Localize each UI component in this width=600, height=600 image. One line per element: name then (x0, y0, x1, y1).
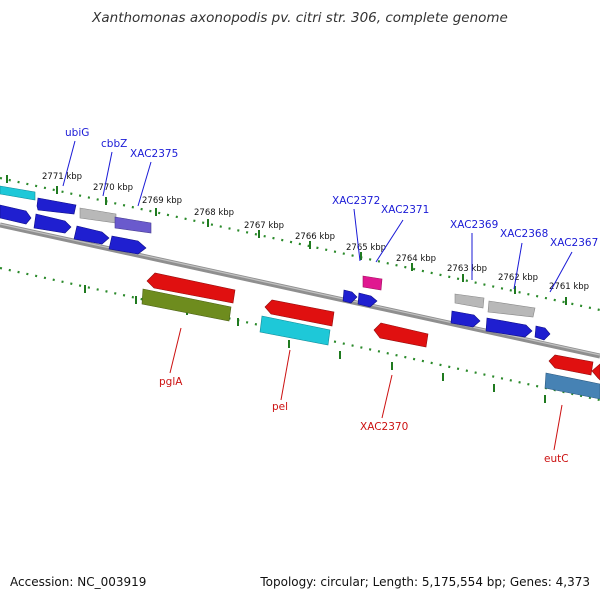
gene-arrow (0, 204, 32, 225)
gene-arrow (108, 235, 147, 255)
gene-label[interactable]: pel (272, 401, 288, 413)
upper-leaders (62, 140, 573, 293)
upper-gene-track (0, 185, 551, 341)
gene-arrow (591, 363, 600, 381)
gene-label[interactable]: XAC2375 (130, 148, 178, 160)
map-title: Xanthomonas axonopodis pv. citri str. 30… (92, 10, 508, 26)
leader-line (375, 219, 404, 263)
gene-label[interactable]: XAC2370 (360, 421, 408, 433)
gene-arrow (534, 325, 551, 341)
gene-arrow (259, 315, 331, 346)
upper-scale-ticks (6, 175, 567, 305)
leader-line (381, 374, 393, 419)
leader-line (549, 251, 573, 293)
lower-leaders (169, 327, 563, 451)
gene-arrow (487, 300, 536, 318)
scale-label: 2770 kbp (93, 183, 133, 193)
genome-backbone (0, 222, 600, 359)
gene-label[interactable]: ubiG (65, 127, 89, 139)
leader-line (353, 208, 361, 262)
gene-label[interactable]: XAC2368 (500, 228, 548, 240)
leader-line (553, 404, 563, 451)
lower-gene-track (141, 272, 600, 400)
genome-stats-text: Topology: circular; Length: 5,175,554 bp… (260, 575, 590, 589)
scale-label: 2764 kbp (396, 254, 436, 264)
gene-arrow (357, 292, 378, 308)
gene-arrow (33, 213, 72, 234)
scale-label: 2767 kbp (244, 221, 284, 231)
gene-arrow (73, 225, 110, 245)
gene-label[interactable]: XAC2369 (450, 219, 498, 231)
accession-text: Accession: NC_003919 (10, 575, 147, 589)
gene-label[interactable]: pglA (159, 376, 183, 388)
gene-arrow (141, 288, 232, 322)
scale-label: 2771 kbp (42, 172, 82, 182)
leader-line (137, 161, 152, 207)
gene-arrow (485, 317, 533, 338)
gene-arrow (0, 185, 36, 201)
gene-label[interactable]: XAC2372 (332, 195, 380, 207)
gene-label[interactable]: cbbZ (101, 138, 127, 150)
gene-arrow (264, 299, 335, 327)
leader-line (513, 242, 523, 290)
gene-arrow (342, 289, 358, 304)
scale-label: 2763 kbp (447, 264, 487, 274)
scale-label: 2769 kbp (142, 196, 182, 206)
gene-arrow (544, 372, 600, 400)
gene-arrow (114, 216, 152, 234)
upper-scale-line (0, 176, 600, 312)
gene-arrow (454, 293, 485, 309)
scale-label: 2768 kbp (194, 208, 234, 218)
gene-arrow (79, 207, 117, 224)
gene-arrow (36, 197, 77, 215)
gene-arrow (362, 275, 383, 291)
gene-label[interactable]: XAC2367 (550, 237, 598, 249)
scale-label: 2761 kbp (549, 282, 589, 292)
lower-scale-ticks (84, 285, 546, 403)
scale-label: 2762 kbp (498, 273, 538, 283)
leader-line (169, 327, 182, 374)
scale-label: 2766 kbp (295, 232, 335, 242)
leader-line (62, 140, 76, 187)
gene-arrow (450, 310, 481, 328)
gene-arrow (146, 272, 236, 304)
scale-label: 2765 kbp (346, 243, 386, 253)
gene-label[interactable]: XAC2371 (381, 204, 429, 216)
leader-line (280, 349, 291, 401)
gene-arrow (548, 354, 594, 376)
gene-label[interactable]: eutC (544, 453, 569, 465)
gene-arrow (373, 322, 429, 348)
leader-line (102, 151, 113, 197)
